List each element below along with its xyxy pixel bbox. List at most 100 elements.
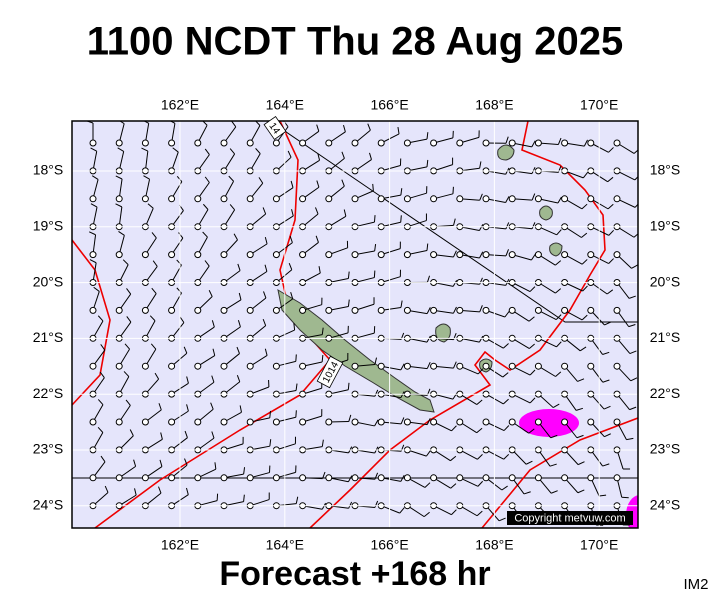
station (431, 196, 437, 202)
station (378, 307, 384, 313)
station (562, 140, 568, 146)
station (326, 252, 332, 258)
station (116, 140, 122, 146)
station (404, 475, 410, 481)
station (116, 307, 122, 313)
station (300, 252, 306, 258)
station (535, 196, 541, 202)
station (614, 196, 620, 202)
station (169, 196, 175, 202)
station (195, 307, 201, 313)
lat-label-left: 24°S (33, 497, 64, 513)
station (457, 419, 463, 425)
lon-label-top: 164°E (266, 97, 304, 113)
station (509, 252, 515, 258)
barb-feather (622, 497, 629, 498)
station (457, 140, 463, 146)
station (221, 475, 227, 481)
station (90, 475, 96, 481)
station (221, 363, 227, 369)
barb-feather (296, 354, 297, 361)
station (142, 307, 148, 313)
station (535, 140, 541, 146)
lat-label-right: 22°S (650, 385, 681, 401)
station (562, 419, 568, 425)
station (404, 196, 410, 202)
station (247, 140, 253, 146)
lon-label-top: 170°E (580, 97, 618, 113)
station (614, 252, 620, 258)
station (483, 307, 489, 313)
station (378, 363, 384, 369)
lat-label-left: 18°S (33, 162, 64, 178)
station (273, 252, 279, 258)
station (169, 419, 175, 425)
copyright: Copyright metvuw.com (514, 512, 625, 524)
station (562, 252, 568, 258)
station (221, 252, 227, 258)
station (247, 196, 253, 202)
station (142, 475, 148, 481)
station (431, 363, 437, 369)
station (535, 363, 541, 369)
station (483, 252, 489, 258)
station (116, 475, 122, 481)
barb-feather (296, 410, 297, 417)
barb-feather (401, 215, 402, 222)
station (273, 307, 279, 313)
station (378, 140, 384, 146)
barb-feather (348, 383, 349, 390)
lat-label-left: 22°S (33, 385, 64, 401)
station (483, 196, 489, 202)
lat-label-left: 21°S (33, 329, 64, 345)
station (431, 307, 437, 313)
station (326, 196, 332, 202)
station (195, 252, 201, 258)
forecast-label: Forecast +168 hr (219, 555, 490, 593)
barb-feather (373, 184, 374, 191)
lat-label-right: 20°S (650, 273, 681, 289)
station (195, 475, 201, 481)
station (273, 196, 279, 202)
station (457, 363, 463, 369)
title: 1100 NCDT Thu 28 Aug 2025 (87, 20, 623, 64)
station (509, 419, 515, 425)
lat-label-left: 19°S (33, 218, 64, 234)
station (535, 475, 541, 481)
station (247, 419, 253, 425)
station (90, 307, 96, 313)
lon-label-top: 162°E (161, 97, 199, 113)
station (352, 419, 358, 425)
lon-label-bottom: 164°E (266, 537, 304, 553)
station (509, 140, 515, 146)
station (588, 307, 594, 313)
station (509, 363, 515, 369)
station (300, 307, 306, 313)
lon-label-bottom: 168°E (475, 537, 513, 553)
station (378, 252, 384, 258)
station (404, 252, 410, 258)
station (352, 475, 358, 481)
station (509, 475, 515, 481)
station (326, 475, 332, 481)
station (588, 196, 594, 202)
station (457, 475, 463, 481)
station (247, 252, 253, 258)
station (483, 140, 489, 146)
station (378, 475, 384, 481)
station (588, 252, 594, 258)
map-frame (72, 121, 638, 528)
station (142, 196, 148, 202)
station (142, 140, 148, 146)
station (195, 140, 201, 146)
station (195, 196, 201, 202)
station (116, 419, 122, 425)
lat-label-left: 23°S (33, 441, 64, 457)
station (352, 252, 358, 258)
station (404, 140, 410, 146)
station (221, 419, 227, 425)
station (352, 196, 358, 202)
station (562, 307, 568, 313)
